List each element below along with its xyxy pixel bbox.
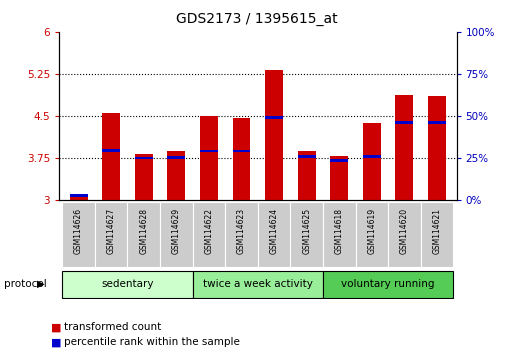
Bar [167,156,185,159]
Bar [396,121,413,124]
Text: ■: ■ [51,337,62,347]
Bar [298,155,315,158]
Bar [265,70,283,200]
Text: ▶: ▶ [37,279,45,289]
Bar [356,202,388,267]
Bar [70,197,88,200]
Text: GSM114622: GSM114622 [204,208,213,254]
Bar [363,123,381,200]
Text: GSM114624: GSM114624 [269,208,279,254]
Bar [135,154,153,200]
Bar [428,96,446,200]
Bar [135,157,153,159]
Bar [160,202,192,267]
Bar [323,270,453,298]
Bar [102,113,120,200]
Bar [192,202,225,267]
Text: GSM114629: GSM114629 [172,208,181,254]
Text: protocol: protocol [4,279,47,289]
Text: GSM114620: GSM114620 [400,208,409,254]
Bar [95,202,127,267]
Bar [323,202,356,267]
Text: GSM114621: GSM114621 [432,208,442,254]
Bar [428,121,446,124]
Text: voluntary running: voluntary running [341,279,435,289]
Text: GSM114623: GSM114623 [237,208,246,254]
Text: sedentary: sedentary [101,279,154,289]
Bar [330,160,348,162]
Text: percentile rank within the sample: percentile rank within the sample [64,337,240,347]
Text: GSM114628: GSM114628 [139,208,148,254]
Bar [200,116,218,200]
Bar [298,151,315,200]
Bar [102,149,120,152]
Bar [265,116,283,119]
Bar [421,202,453,267]
Text: GSM114619: GSM114619 [367,208,377,254]
Text: GDS2173 / 1395615_at: GDS2173 / 1395615_at [175,12,338,27]
Text: GSM114625: GSM114625 [302,208,311,254]
Bar [167,151,185,200]
Bar [62,202,95,267]
Bar [200,150,218,153]
Text: GSM114627: GSM114627 [107,208,115,254]
Bar [363,155,381,158]
Text: twice a week activity: twice a week activity [203,279,313,289]
Bar [225,202,258,267]
Bar [330,156,348,200]
Bar [232,118,250,200]
Bar [127,202,160,267]
Text: GSM114626: GSM114626 [74,208,83,254]
Bar [290,202,323,267]
Text: transformed count: transformed count [64,322,162,332]
Bar [396,95,413,200]
Bar [388,202,421,267]
Bar [62,270,192,298]
Bar [70,194,88,197]
Text: ■: ■ [51,322,62,332]
Bar [258,202,290,267]
Text: GSM114618: GSM114618 [335,208,344,254]
Bar [192,270,323,298]
Bar [232,150,250,153]
